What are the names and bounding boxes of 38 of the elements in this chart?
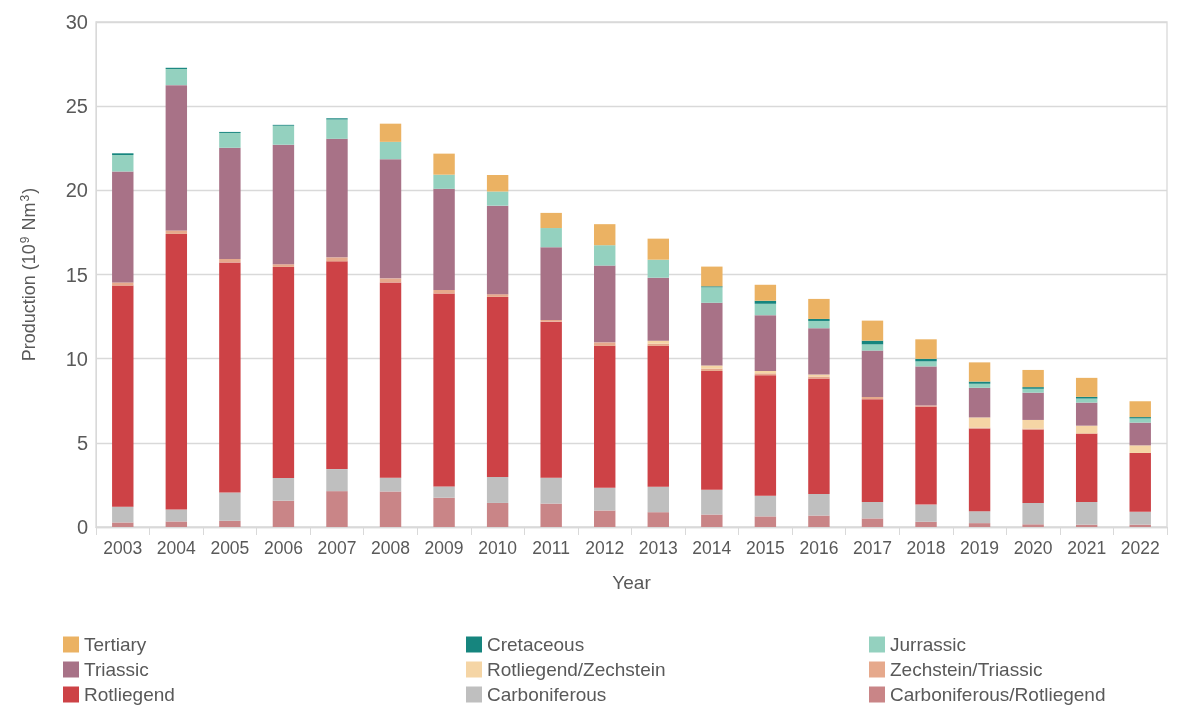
legend-label: Tertiary (84, 634, 147, 655)
x-tick-label: 2010 (478, 538, 518, 558)
legend-label: Zechstein/Triassic (890, 659, 1043, 680)
x-tick-label: 2005 (210, 538, 250, 558)
x-tick-label: 2014 (692, 538, 732, 558)
x-tick-label: 2008 (371, 538, 410, 558)
x-tick-label: 2003 (103, 538, 143, 558)
x-tick-label: 2012 (585, 538, 625, 558)
x-tick-label: 2007 (317, 538, 357, 558)
x-tick-label: 2022 (1120, 538, 1160, 558)
x-tick-label: 2006 (263, 538, 303, 558)
legend-label: Carboniferous/Rotliegend (890, 684, 1106, 705)
x-tick-label: 2009 (424, 538, 464, 558)
x-tick-label: 2015 (745, 538, 785, 558)
legend-label: Cretaceous (487, 634, 585, 655)
x-axis-title: Year (612, 572, 652, 593)
x-tick-label: 2021 (1067, 538, 1107, 558)
y-tick-label: 25 (65, 95, 88, 118)
x-tick-label: 2017 (853, 538, 892, 558)
x-tick-label: 2019 (960, 538, 1000, 558)
y-tick-label: 0 (76, 516, 88, 538)
legend-label: Carboniferous (487, 684, 607, 705)
y-tick-label: 10 (65, 347, 88, 370)
y-tick-label: 20 (65, 179, 88, 202)
x-tick-label: 2020 (1013, 538, 1053, 558)
x-tick-label: 2016 (799, 538, 839, 558)
y-tick-label: 30 (65, 11, 88, 33)
y-tick-label: 15 (65, 263, 88, 286)
x-tick-label: 2013 (638, 538, 678, 558)
x-tick-label: 2018 (906, 538, 946, 558)
legend-label: Triassic (84, 659, 149, 680)
x-tick-label: 2004 (156, 538, 197, 558)
y-axis-title: Production (109 Nm3) (18, 187, 39, 362)
legend-label: Rotliegend (84, 684, 175, 705)
x-tick-label: 2011 (532, 538, 570, 558)
y-tick-label: 5 (76, 431, 88, 454)
legend-label: Jurrassic (890, 634, 967, 655)
legend-label: Rotliegend/Zechstein (487, 659, 666, 680)
